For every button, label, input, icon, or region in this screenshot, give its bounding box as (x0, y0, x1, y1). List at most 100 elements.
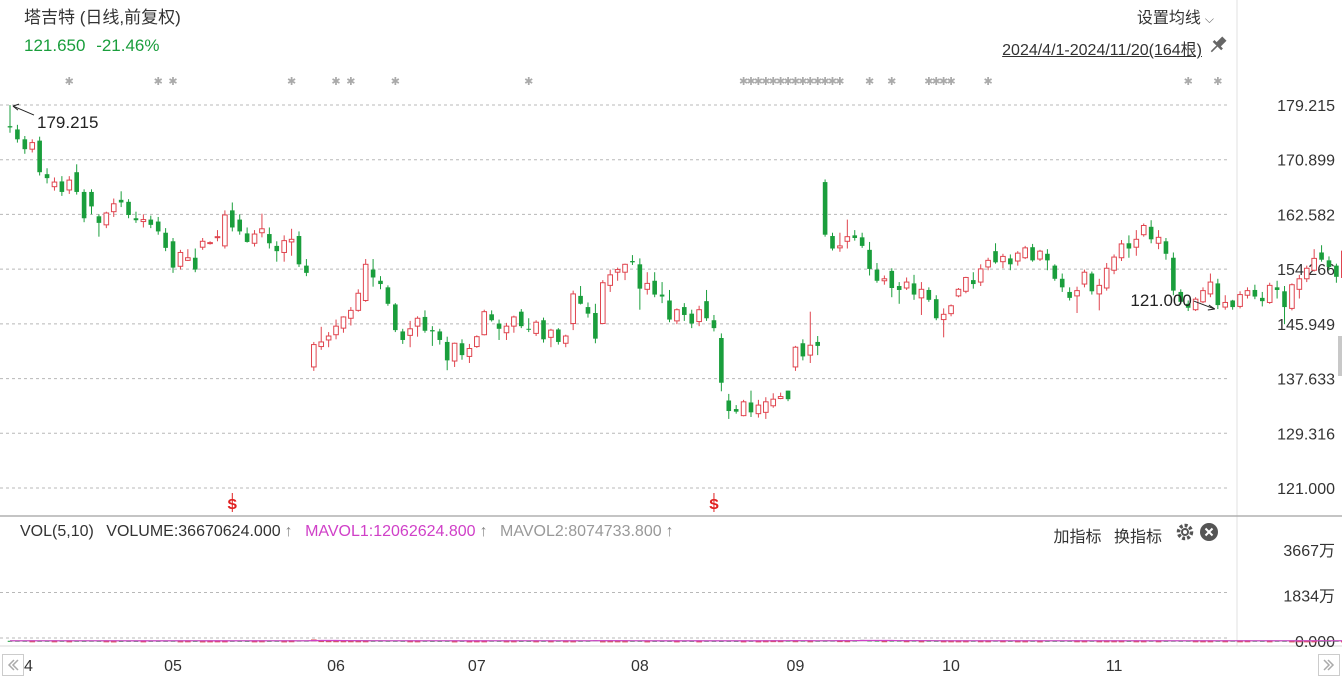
candle-body (1200, 290, 1206, 303)
candle-body (726, 400, 732, 412)
month-tick-label: 09 (787, 658, 805, 675)
candle-body (110, 203, 117, 213)
candle-body (355, 292, 362, 311)
candle-body (1008, 258, 1013, 265)
event-marker-icon: ✱ (761, 75, 770, 88)
event-marker-icon: ✱ (835, 75, 844, 88)
gear-icon[interactable] (1174, 521, 1196, 543)
candle-body (340, 316, 347, 329)
candle-body (1274, 287, 1280, 290)
month-tick-label: 07 (468, 658, 486, 675)
event-marker-icon: ✱ (828, 75, 837, 88)
candle-body (696, 309, 702, 323)
candle-body (518, 311, 524, 327)
candle-body (237, 219, 243, 232)
candle-body (59, 181, 65, 192)
candle-body (459, 343, 465, 356)
event-marker-icon: ✱ (798, 75, 807, 88)
candle-body (637, 264, 643, 289)
scroll-left-button[interactable] (2, 654, 24, 676)
candle-body (1282, 291, 1287, 308)
price-tick-label: 137.633 (1277, 372, 1335, 389)
price-change: 121.650 -21.46% (24, 36, 160, 56)
page-title: 塔吉特 (日线,前复权) (24, 8, 181, 27)
candle-body (511, 316, 517, 327)
candle-body (1014, 252, 1021, 262)
candle-body (1030, 247, 1035, 261)
candle-body (1222, 301, 1229, 308)
candle-body (1022, 247, 1028, 259)
candle-body (903, 281, 910, 289)
candle-body (652, 280, 657, 295)
candle-body (837, 245, 843, 249)
add-indicator-button[interactable]: 加指标 (1053, 529, 1102, 546)
price-tick-label: 121.000 (1277, 481, 1335, 498)
date-range-link[interactable]: 2024/4/1-2024/11/20(164根) (1002, 42, 1202, 59)
candle-body (1074, 290, 1080, 297)
close-icon[interactable] (1198, 521, 1220, 543)
candle-body (199, 240, 206, 248)
event-marker-icon: ✱ (746, 75, 755, 88)
candle-body (963, 276, 969, 292)
candle-body (896, 286, 902, 290)
price-tick-label: 129.316 (1277, 426, 1335, 443)
candle-body (682, 307, 687, 315)
high-arrow-head (12, 103, 20, 111)
candle-body (1103, 267, 1110, 289)
candle-body (304, 265, 309, 273)
candle-body (911, 283, 917, 295)
volume-bar (874, 640, 880, 642)
candle-body (251, 233, 258, 244)
ma-setting-button[interactable]: 设置均线 ⌵ (1137, 4, 1214, 28)
candle-body (704, 301, 709, 319)
event-marker-icon: ✱ (769, 75, 778, 88)
pin-icon[interactable] (1206, 34, 1230, 56)
candle-body (1126, 243, 1132, 249)
candle-body (933, 299, 939, 319)
event-marker-icon: ✱ (776, 75, 785, 88)
candle-body (748, 402, 754, 413)
mavol1-arrow: ↑ (479, 523, 488, 540)
change-percent: -21.46% (96, 36, 160, 55)
candle-body (288, 238, 295, 243)
candle-body (1178, 291, 1184, 302)
candle-body (971, 280, 976, 285)
candle-body (296, 236, 302, 265)
switch-indicator-button[interactable]: 换指标 (1113, 529, 1162, 546)
candle-body (763, 401, 769, 413)
candle-body (852, 235, 858, 238)
event-marker-icon: ✱ (331, 75, 340, 88)
candle-body (422, 316, 428, 331)
event-marker-icon: ✱ (820, 75, 829, 88)
candle-body (755, 404, 762, 415)
price-tick-label: 162.582 (1277, 207, 1335, 224)
event-marker-icon: ✱ (887, 75, 896, 88)
candle-body (600, 282, 606, 325)
ma-setting-label: 设置均线 (1136, 10, 1201, 27)
candle-body (993, 251, 998, 263)
vertical-scrollbar[interactable] (1338, 336, 1342, 376)
candle-body (585, 307, 591, 314)
volume-arrow: ↑ (284, 523, 293, 540)
candle-body (926, 289, 932, 300)
candle-body (185, 257, 191, 261)
candle-body (259, 228, 265, 234)
candle-body (481, 311, 488, 336)
candle-body (541, 320, 546, 340)
candle-body (1163, 241, 1169, 254)
candle-body (118, 199, 124, 203)
candle-body (1052, 265, 1058, 279)
candle-body (822, 182, 828, 235)
candle-body (103, 212, 110, 226)
volume-bar (118, 640, 124, 642)
candle-body (489, 314, 494, 321)
event-marker-icon: ✱ (1184, 75, 1193, 88)
candle-body (177, 251, 184, 267)
mavol1-value: MAVOL1:12062624.800 (305, 523, 476, 540)
scroll-right-button[interactable] (1318, 654, 1340, 676)
event-marker-icon: ✱ (806, 75, 815, 88)
volume-indicator-name: VOL(5,10) (20, 523, 94, 540)
candle-body (81, 191, 87, 219)
candle-body (1081, 271, 1088, 285)
